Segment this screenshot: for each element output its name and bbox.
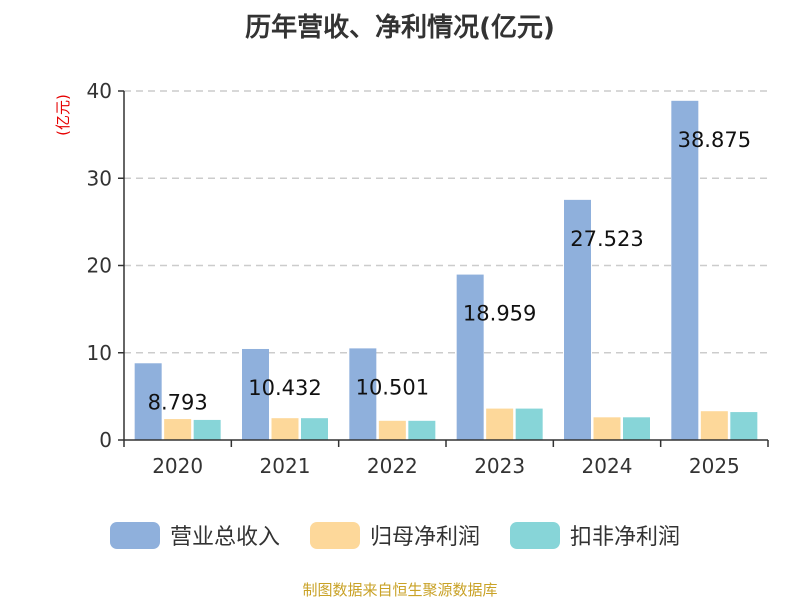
- legend-swatch[interactable]: [510, 522, 560, 549]
- x-tick-label: 2020: [152, 454, 203, 478]
- bar-归母净利润-2021: [271, 418, 299, 440]
- legend: 营业总收入 归母净利润 扣非净利润: [110, 522, 680, 550]
- y-tick-label: 10: [87, 341, 112, 365]
- bar-营业总收入-2023: [456, 274, 484, 440]
- x-tick-label: 2024: [582, 454, 633, 478]
- x-tick-label: 2023: [474, 454, 525, 478]
- bar-扣非净利润-2023: [515, 408, 543, 440]
- bars: [134, 100, 758, 441]
- legend-label[interactable]: 营业总收入: [170, 525, 280, 550]
- data-label: 27.523: [570, 227, 643, 251]
- data-label: 8.793: [148, 390, 208, 414]
- bar-扣非净利润-2024: [623, 417, 650, 440]
- y-tick-label: 0: [99, 428, 112, 452]
- bar-扣非净利润-2025: [730, 412, 758, 440]
- bar-营业总收入-2024: [564, 199, 591, 440]
- legend-label[interactable]: 扣非净利润: [570, 525, 680, 550]
- legend-swatch[interactable]: [310, 522, 360, 549]
- data-label: 10.501: [356, 375, 429, 399]
- bar-扣非净利润-2020: [193, 419, 221, 440]
- source-note: 制图数据来自恒生聚源数据库: [302, 581, 497, 599]
- y-tick-label: 20: [87, 254, 112, 278]
- bar-归母净利润-2023: [486, 408, 514, 440]
- bar-营业总收入-2022: [349, 348, 377, 440]
- bar-营业总收入-2025: [671, 100, 699, 441]
- bar-归母净利润-2022: [378, 420, 406, 440]
- legend-swatch[interactable]: [110, 522, 160, 549]
- x-tick-label: 2025: [689, 454, 740, 478]
- x-tick-label: 2022: [367, 454, 418, 478]
- data-label: 10.432: [248, 376, 321, 400]
- chart-title: 历年营收、净利情况(亿元): [245, 12, 555, 43]
- legend-label[interactable]: 归母净利润: [370, 525, 480, 550]
- y-tick-label: 40: [87, 79, 112, 103]
- bar-营业总收入-2020: [134, 363, 162, 440]
- y-axis-unit: (亿元): [54, 94, 72, 136]
- x-tick-label: 2021: [260, 454, 311, 478]
- axes: 0 10 20 30 40 2020 2021 2022 2023 2024 2025: [87, 79, 769, 478]
- data-labels: 8.793 10.432 10.501 18.959 27.523 38.875: [148, 128, 751, 414]
- bar-扣非净利润-2022: [408, 420, 436, 440]
- bar-营业总收入-2021: [242, 348, 269, 440]
- bar-归母净利润-2024: [593, 417, 621, 440]
- y-tick-label: 30: [87, 166, 112, 190]
- bar-扣非净利润-2021: [301, 418, 328, 440]
- bar-归母净利润-2025: [700, 411, 728, 440]
- bar-归母净利润-2020: [164, 419, 192, 440]
- data-label: 18.959: [463, 302, 536, 326]
- data-label: 38.875: [678, 128, 751, 152]
